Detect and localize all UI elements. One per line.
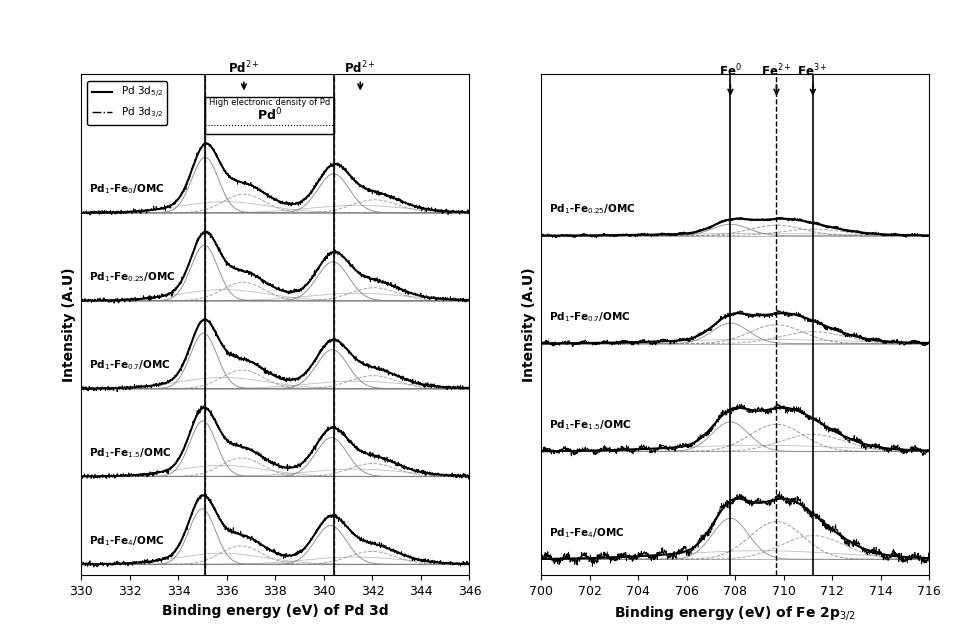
- Text: Pd$_1$-Fe$_{0.7}$/OMC: Pd$_1$-Fe$_{0.7}$/OMC: [549, 311, 630, 324]
- Text: Pd$^{2+}$: Pd$^{2+}$: [344, 60, 376, 89]
- Text: Fe$^{3+}$: Fe$^{3+}$: [797, 63, 829, 94]
- Text: Pd$_1$-Fe$_4$/OMC: Pd$_1$-Fe$_4$/OMC: [549, 526, 624, 540]
- Text: Pd$_1$-Fe$_{0.25}$/OMC: Pd$_1$-Fe$_{0.25}$/OMC: [89, 270, 175, 284]
- Text: Pd$^{2+}$: Pd$^{2+}$: [228, 60, 260, 89]
- Legend: Pd 3d$_{5/2}$, Pd 3d$_{3/2}$: Pd 3d$_{5/2}$, Pd 3d$_{3/2}$: [87, 81, 167, 125]
- Text: Pd$_1$-Fe$_{0.25}$/OMC: Pd$_1$-Fe$_{0.25}$/OMC: [549, 203, 635, 216]
- Text: Fe$^0$: Fe$^0$: [719, 63, 741, 94]
- Text: Pd$_1$-Fe$_4$/OMC: Pd$_1$-Fe$_4$/OMC: [89, 534, 164, 548]
- X-axis label: Binding energy (eV) of Pd 3d: Binding energy (eV) of Pd 3d: [162, 604, 389, 618]
- Text: Pd$_1$-Fe$_{1.5}$/OMC: Pd$_1$-Fe$_{1.5}$/OMC: [549, 418, 631, 432]
- Text: Pd$_1$-Fe$_{1.5}$/OMC: Pd$_1$-Fe$_{1.5}$/OMC: [89, 446, 171, 460]
- Text: High electronic density of Pd: High electronic density of Pd: [209, 98, 330, 107]
- Bar: [205, 97, 333, 134]
- Text: Pd$^0$: Pd$^0$: [257, 106, 282, 123]
- Text: Pd$_1$-Fe$_0$/OMC: Pd$_1$-Fe$_0$/OMC: [89, 183, 164, 196]
- X-axis label: Binding energy (eV) of Fe 2p$_{3/2}$: Binding energy (eV) of Fe 2p$_{3/2}$: [614, 604, 856, 622]
- Text: Pd$_1$-Fe$_{0.7}$/OMC: Pd$_1$-Fe$_{0.7}$/OMC: [89, 358, 171, 372]
- Text: Fe$^{2+}$: Fe$^{2+}$: [761, 63, 792, 94]
- Y-axis label: Intensity (A.U): Intensity (A.U): [522, 267, 536, 382]
- Y-axis label: Intensity (A.U): Intensity (A.U): [62, 267, 76, 382]
